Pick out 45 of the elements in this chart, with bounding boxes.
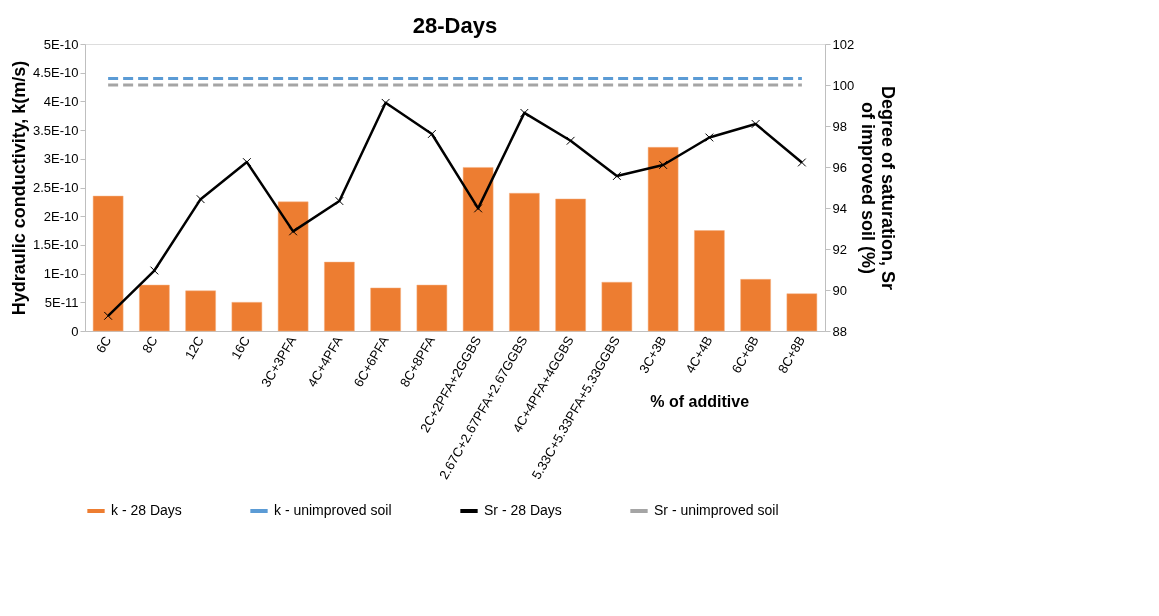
y2-tick-label: 100 <box>832 77 855 93</box>
x-tick-label: 8C <box>139 333 161 356</box>
y-axis-title: Hydraulic conductivity, k(m/s) <box>8 60 29 316</box>
point <box>335 196 344 206</box>
legend-label: k - unimproved soil <box>274 502 392 518</box>
x-tick-label: 6C <box>92 333 115 356</box>
y-tick-label: 1.5E-10 <box>32 237 79 253</box>
point <box>612 171 622 181</box>
point <box>658 160 668 170</box>
point <box>381 98 390 108</box>
y-tick-label: 5E-11 <box>44 294 79 310</box>
point <box>242 157 252 167</box>
legend-label: Sr - unimproved soil <box>654 502 779 518</box>
y2-tick-label: 94 <box>832 200 847 216</box>
chart-title: 28-Days <box>412 13 498 38</box>
y2-axis-title: Degree of saturation, Sr of improved soil (%) <box>858 85 899 291</box>
x-axis-title: % of additive <box>650 392 750 410</box>
y-tick-label: 5E-10 <box>43 36 79 52</box>
y2-tick-label: 102 <box>832 36 855 52</box>
legend-label: Sr - 28 Days <box>484 502 562 518</box>
point <box>103 311 113 321</box>
y2-tick-label: 90 <box>832 282 847 298</box>
point <box>196 194 205 204</box>
y2-tick-label: 98 <box>832 118 847 134</box>
point <box>751 119 760 129</box>
y-tick-label: 3E-10 <box>43 151 79 167</box>
point <box>797 158 807 167</box>
y-tick-label: 3.5E-10 <box>32 122 79 138</box>
point <box>705 133 714 142</box>
y2-tick-label: 96 <box>832 159 847 175</box>
point <box>566 136 575 146</box>
y-tick-label: 0 <box>71 323 79 339</box>
point <box>473 204 483 213</box>
y2-tick-label: 88 <box>832 323 847 339</box>
y-tick-label: 1E-10 <box>43 266 79 282</box>
point <box>150 266 159 275</box>
y2-tick-label: 92 <box>832 241 847 257</box>
y-tick-label: 4E-10 <box>43 93 79 109</box>
legend-label: k - 28 Days <box>111 502 182 518</box>
point <box>288 227 298 236</box>
point <box>520 108 529 118</box>
point <box>427 129 437 139</box>
y-tick-label: 4.5E-10 <box>32 65 79 81</box>
y-tick-label: 2E-10 <box>43 208 79 224</box>
y-tick-label: 2.5E-10 <box>32 180 79 195</box>
